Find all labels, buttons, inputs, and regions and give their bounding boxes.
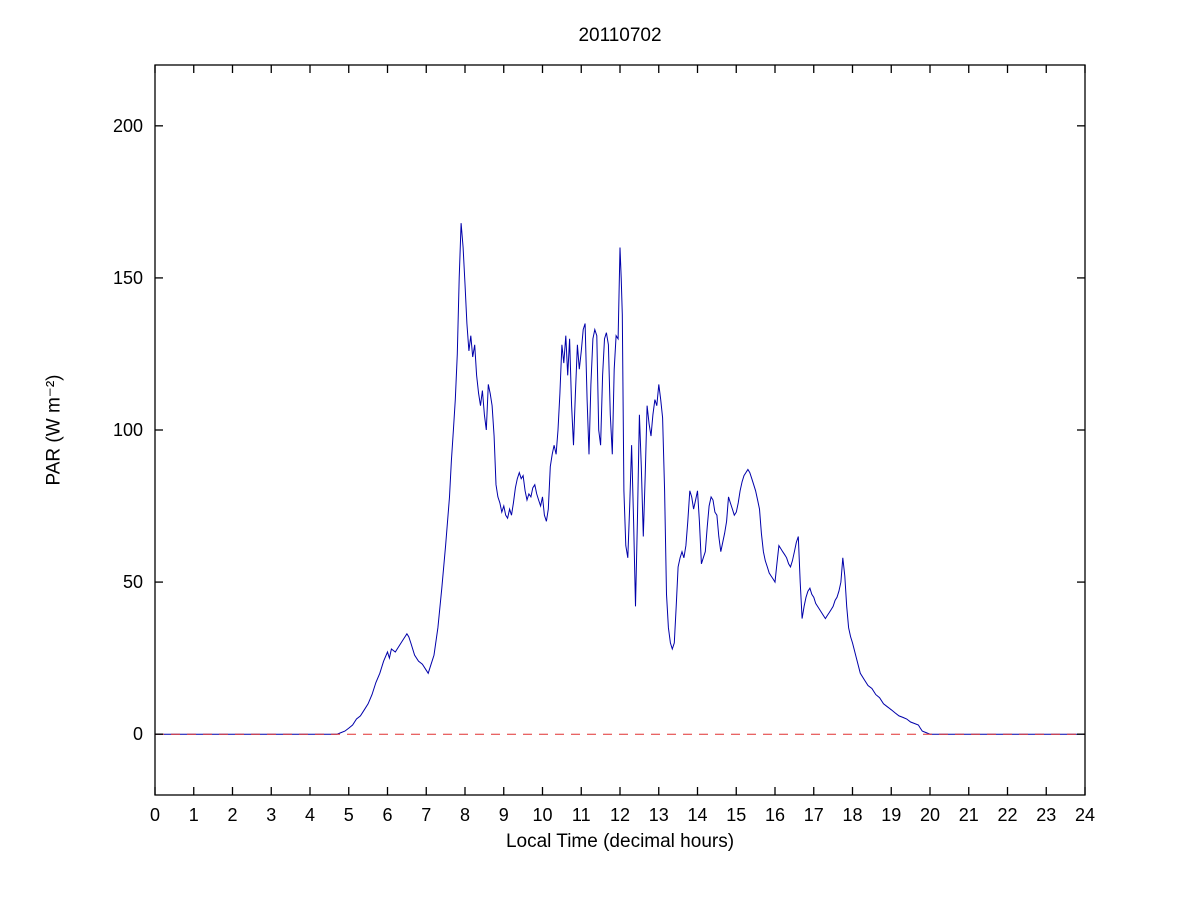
y-axis-label: PAR (W m⁻²) [43,374,65,486]
x-tick-label: 16 [765,805,785,825]
y-tick-label: 150 [113,268,143,288]
x-tick-label: 0 [150,805,160,825]
series-par-measured [155,223,1085,735]
axes-box [154,64,1086,796]
x-tick-label: 21 [959,805,979,825]
x-tick-label: 8 [460,805,470,825]
x-tick-label: 5 [344,805,354,825]
x-axis-label: Local Time (decimal hours) [505,831,735,852]
x-tick-label: 23 [1036,805,1056,825]
x-tick-label: 10 [532,805,552,825]
x-tick-label: 4 [305,805,315,825]
x-tick-label: 2 [227,805,237,825]
x-tick-label: 17 [804,805,824,825]
x-tick-label: 15 [726,805,746,825]
x-tick-label: 20 [920,805,940,825]
x-tick-label: 19 [881,805,901,825]
y-tick-label: 200 [113,116,143,136]
x-tick-label: 24 [1075,805,1095,825]
x-tick-label: 1 [189,805,199,825]
y-tick-label: 50 [123,572,143,592]
y-tick-label: 0 [133,724,143,744]
x-tick-label: 3 [266,805,276,825]
y-tick-label: 100 [113,420,143,440]
x-tick-label: 7 [421,805,431,825]
x-tick-label: 12 [610,805,630,825]
x-tick-label: 11 [572,805,591,825]
x-tick-label: 13 [649,805,669,825]
x-tick-label: 6 [382,805,392,825]
x-tick-label: 14 [687,805,707,825]
x-tick-label: 22 [997,805,1017,825]
x-tick-label: 9 [499,805,509,825]
x-tick-label: 18 [842,805,862,825]
chart-title: 20110702 [578,25,662,46]
